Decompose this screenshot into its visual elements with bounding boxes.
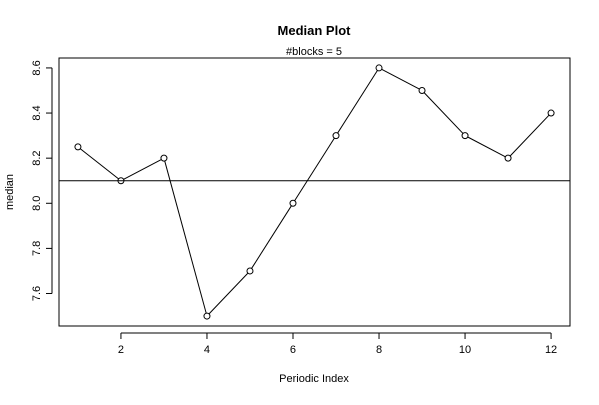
data-point [461,132,469,140]
y-tick-label: 8.6 [31,60,43,75]
data-point [117,177,125,185]
series-line-segment [208,272,249,315]
x-tick-label: 8 [376,344,382,356]
series-line-segment [509,114,550,157]
plot-frame [58,57,571,327]
series-line-segment [164,160,207,314]
data-point [246,267,254,275]
y-tick-label: 8.4 [31,105,43,120]
y-axis-label: median [4,174,16,210]
series-line-segment [294,137,335,202]
data-point [74,143,82,151]
x-tick-label: 12 [545,344,557,356]
x-tick-label: 2 [118,344,124,356]
data-point [203,312,211,320]
y-tick-label: 8.0 [31,196,43,211]
y-tick-label: 7.6 [31,286,43,301]
x-tick-label: 10 [459,344,471,356]
data-point [547,109,555,117]
series-line-segment [337,70,378,134]
plot-layer: 2 4 6 8 10 12 7.6 7.8 8.0 8.2 8.4 8.6 [31,57,571,356]
x-axis-label: Periodic Index [279,373,349,385]
series-line-segment [467,136,506,158]
chart-title: Median Plot [278,23,352,38]
series-line-segment [423,92,464,134]
x-tick-label: 6 [290,344,296,356]
data-point [504,154,512,162]
data-point [375,64,383,72]
data-point [160,154,168,162]
chart-subtitle: #blocks = 5 [286,46,342,58]
y-tick-label: 8.2 [31,151,43,166]
x-tick-label: 4 [204,344,210,356]
series-line-segment [123,159,162,180]
data-point [289,199,297,207]
series-line-segment [381,68,420,90]
y-tick-label: 7.8 [31,241,43,256]
series-line-segment [251,205,292,269]
series-line-segment [79,148,119,180]
data-point [418,86,426,94]
data-point [332,132,340,140]
